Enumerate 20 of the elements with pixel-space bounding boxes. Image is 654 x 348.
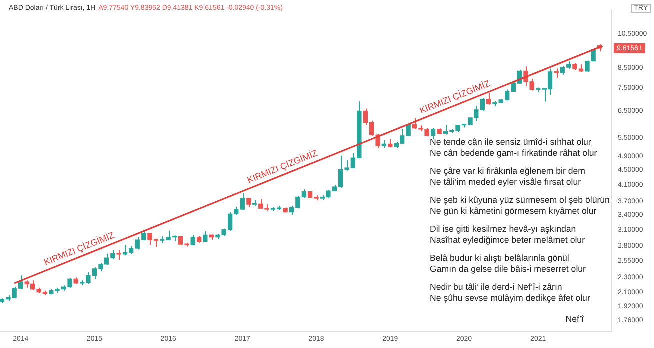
candlestick — [203, 230, 208, 243]
candlestick — [246, 198, 252, 208]
annotation: Dil ise gitti kesilmez hevâ-yı aşkından — [430, 224, 578, 235]
annotation: Ne gün ki kâmetini görmesem kıyâmet olur — [430, 206, 598, 217]
annotation: Ne tâli’im meded eyler visâle fırsat olur — [430, 177, 582, 188]
candlestick — [240, 192, 245, 210]
annotation: Ne tende cân ile sensiz ümîd-i sıhhat olur — [430, 137, 592, 148]
annotation: Gamın da gelse dile bâis-i meserret olur — [430, 264, 587, 275]
annotation: Nedir bu tâli’ ile derd-i Nef’î-i zârın — [430, 282, 564, 293]
annotation: Ne cân bedende gam-ı firkatinde râhat olur — [430, 148, 598, 159]
candlestick — [554, 68, 559, 78]
annotation: Nef’î — [566, 314, 584, 324]
annotation: Ne şeb ki kûyuna yüz sürmesem ol şeb ölürün — [430, 195, 610, 206]
annotation: Ne çâre var ki firâkınla eğlenem bir dem — [430, 166, 586, 177]
annotation: Ne şûhu sevse mülâyim dedikçe âfet olur — [430, 293, 592, 304]
annotation: Belâ budur ki alıştı belâlarınla gönül — [430, 253, 570, 264]
candlestick — [302, 188, 307, 200]
candlestick — [116, 250, 122, 260]
candlestick — [430, 128, 436, 140]
annotation: Nasîhat eylediğimce beter melâmet olur — [430, 235, 586, 246]
